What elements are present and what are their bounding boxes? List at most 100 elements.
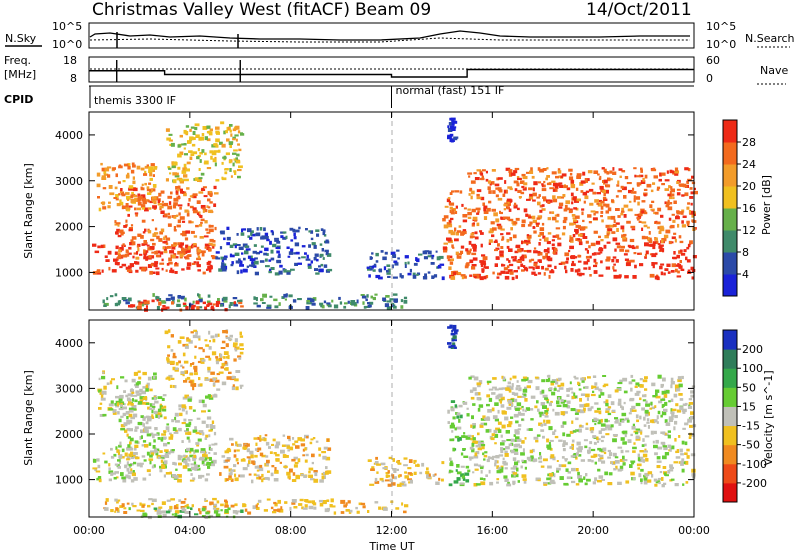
heatmap-cell	[642, 399, 647, 402]
heatmap-cell	[497, 187, 502, 191]
heatmap-cell	[448, 222, 451, 225]
heatmap-cell	[514, 461, 519, 466]
heatmap-cell	[198, 458, 202, 461]
heatmap-cell	[605, 403, 609, 407]
heatmap-cell	[192, 245, 195, 248]
heatmap-cell	[143, 252, 148, 255]
heatmap-cell	[198, 168, 201, 171]
heatmap-cell	[177, 242, 182, 245]
heatmap-cell	[537, 201, 541, 206]
heatmap-cell	[546, 407, 549, 411]
heatmap-cell	[239, 348, 244, 350]
heatmap-cell	[647, 244, 651, 247]
heatmap-cell	[252, 505, 256, 510]
heatmap-cell	[555, 227, 561, 230]
heatmap-cell	[687, 168, 691, 172]
heatmap-cell	[622, 186, 627, 191]
heatmap-cell	[137, 233, 142, 237]
heatmap-cell	[447, 237, 452, 242]
heatmap-cell	[522, 478, 527, 481]
heatmap-cell	[600, 210, 604, 214]
heatmap-cell	[592, 375, 597, 378]
heatmap-cell	[538, 411, 544, 415]
heatmap-cell	[119, 190, 123, 193]
heatmap-cell	[492, 377, 497, 380]
heatmap-cell	[108, 408, 114, 411]
heatmap-cell	[161, 203, 167, 207]
heatmap-cell	[417, 463, 420, 467]
heatmap-cell	[185, 257, 190, 260]
heatmap-cell	[470, 180, 476, 184]
heatmap-cell	[582, 191, 588, 196]
heatmap-cell	[199, 159, 202, 163]
heatmap-cell	[472, 257, 478, 261]
y-tick-label: 4000	[55, 337, 83, 350]
heatmap-cell	[162, 307, 168, 311]
heatmap-cell	[557, 170, 562, 174]
heatmap-cell	[130, 416, 135, 420]
heatmap-cell	[583, 439, 588, 442]
heatmap-cell	[604, 418, 608, 423]
heatmap-cell	[280, 231, 285, 234]
heatmap-cell	[206, 416, 212, 420]
heatmap-cell	[536, 217, 541, 220]
heatmap-cell	[456, 415, 460, 419]
colorbar-swatch	[723, 120, 737, 143]
heatmap-cell	[400, 305, 404, 309]
heatmap-cell	[630, 460, 636, 463]
heatmap-cell	[312, 502, 317, 506]
heatmap-cell	[177, 219, 182, 224]
heatmap-cell	[396, 249, 400, 252]
heatmap-cell	[617, 189, 622, 193]
heatmap-cell	[501, 440, 506, 443]
heatmap-cell	[136, 462, 141, 467]
heatmap-cell	[187, 202, 190, 207]
heatmap-cell	[524, 409, 527, 413]
heatmap-cell	[183, 174, 188, 178]
heatmap-cell	[500, 434, 503, 438]
heatmap-cell	[198, 508, 201, 512]
heatmap-cell	[202, 453, 206, 458]
heatmap-cell	[367, 304, 372, 308]
heatmap-cell	[393, 276, 398, 279]
heatmap-cell	[198, 191, 204, 194]
heatmap-cell	[212, 240, 216, 243]
time-axis-label: Time UT	[368, 540, 414, 553]
heatmap-cell	[233, 464, 237, 468]
heatmap-cell	[209, 201, 213, 204]
heatmap-cell	[458, 272, 461, 275]
heatmap-cell	[184, 511, 189, 514]
heatmap-cell	[522, 376, 528, 379]
heatmap-cell	[188, 245, 191, 250]
heatmap-cell	[264, 236, 269, 240]
heatmap-cell	[642, 453, 648, 458]
heatmap-cell	[404, 261, 407, 265]
heatmap-cell	[605, 184, 611, 188]
heatmap-cell	[552, 189, 556, 192]
heatmap-cell	[673, 393, 678, 398]
heatmap-cell	[542, 458, 548, 462]
heatmap-cell	[162, 241, 166, 244]
heatmap-cell	[165, 237, 171, 241]
heatmap-cell	[235, 160, 241, 164]
colorbar-swatch	[723, 463, 737, 484]
heatmap-cell	[276, 469, 279, 472]
heatmap-cell	[240, 232, 245, 236]
heatmap-cell	[118, 249, 122, 253]
heatmap-cell	[600, 428, 605, 431]
heatmap-cell	[215, 138, 220, 143]
heatmap-cell	[297, 262, 302, 265]
heatmap-cell	[636, 463, 642, 467]
heatmap-cell	[212, 255, 217, 260]
heatmap-cell	[108, 467, 111, 470]
heatmap-cell	[233, 301, 236, 305]
heatmap-cell	[465, 465, 470, 469]
heatmap-cell	[299, 498, 304, 502]
heatmap-cell	[189, 205, 194, 209]
heatmap-cell	[125, 266, 131, 270]
heatmap-cell	[201, 460, 205, 465]
heatmap-cell	[292, 228, 296, 233]
heatmap-cell	[577, 260, 582, 263]
heatmap-cell	[251, 460, 255, 464]
